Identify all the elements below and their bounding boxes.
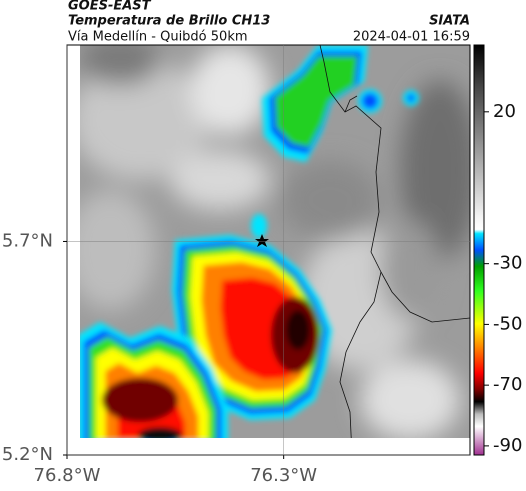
colorbar-tick-label: -30	[493, 253, 522, 274]
x-tick-label: 76.3°W	[250, 465, 317, 486]
colorbar	[473, 44, 485, 456]
colorbar-tick-label: -90	[493, 435, 522, 456]
timestamp: 2024-04-01 16:59	[353, 30, 470, 45]
borders	[319, 45, 470, 438]
subtitle: Temperatura de Brillo CH13	[68, 14, 270, 29]
y-tick-label: 5.7°N	[2, 230, 53, 251]
region: Vía Medellín - Quibdó 50km	[68, 30, 248, 45]
x-tick-label: 76.8°W	[34, 465, 101, 486]
colorbar-tick-label: -50	[493, 313, 522, 334]
y-tick-label: 5.2°N	[2, 444, 53, 465]
colorbar-tick-label: -70	[493, 374, 522, 395]
title: GOES-EAST	[68, 0, 152, 14]
source: SIATA	[429, 14, 470, 29]
colorbar-tick-label: 20	[493, 101, 516, 122]
location-marker	[255, 234, 269, 247]
satellite-imagery	[80, 45, 470, 438]
